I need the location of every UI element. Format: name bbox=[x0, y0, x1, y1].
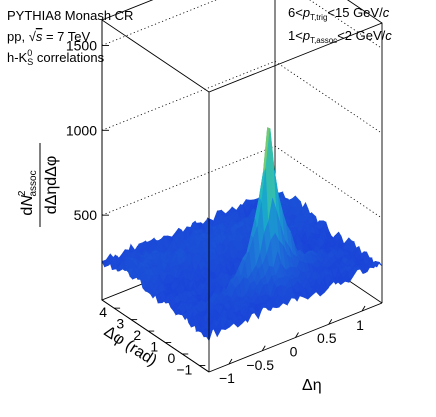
y-tick-label: 0 bbox=[167, 350, 175, 366]
x-tick bbox=[295, 332, 299, 338]
x-tick-label: −0.5 bbox=[246, 357, 274, 373]
y-tick-label: 3 bbox=[116, 316, 124, 332]
annotation-collision-system: pp, √s = 7 TeV bbox=[7, 29, 90, 44]
x-tick bbox=[228, 358, 233, 365]
z-gridline-1 bbox=[101, 60, 383, 134]
x-tick bbox=[361, 305, 366, 312]
annotation-assoc-pt: 1<pT,assoc<2 GeV/c bbox=[288, 28, 392, 45]
y-tick-label: 2 bbox=[133, 327, 141, 343]
y-tick-label: 1 bbox=[150, 339, 158, 355]
annotation-generator: PYTHIA8 Monash CR bbox=[7, 8, 133, 23]
svg-text:dΔηdΔφ: dΔηdΔφ bbox=[43, 156, 60, 214]
front-frame bbox=[101, 19, 383, 372]
z-axis-label: dN2assoc dΔηdΔφ bbox=[17, 143, 60, 227]
surface-plot bbox=[101, 127, 383, 342]
x-tick-label: 0 bbox=[290, 344, 298, 360]
z-tick-label: 1000 bbox=[66, 122, 97, 138]
surface-cell bbox=[375, 261, 383, 267]
z-tick-label: 500 bbox=[74, 207, 98, 223]
annotation-correlation: h-K0 S correlations bbox=[7, 48, 105, 67]
sqrt-sign: √ bbox=[29, 29, 37, 44]
annotation-trigger-pt: 6<pT,trig<15 GeV/c bbox=[288, 5, 390, 22]
surface-cell bbox=[214, 328, 222, 338]
z-tick-label: 1500 bbox=[66, 37, 97, 53]
y-tick-label: 4 bbox=[99, 304, 107, 320]
x-tick bbox=[328, 318, 333, 325]
svg-text:dN2assoc: dN2assoc bbox=[17, 170, 39, 215]
x-tick-label: 1 bbox=[356, 317, 364, 333]
x-tick-label: −1 bbox=[219, 370, 235, 386]
y-tick-label: −1 bbox=[176, 361, 192, 377]
y-axis-line bbox=[101, 299, 210, 373]
x-tick-label: 0.5 bbox=[317, 330, 337, 346]
x-tick bbox=[261, 345, 266, 352]
x-axis-label: Δη bbox=[302, 377, 322, 394]
z-gridline-0 bbox=[101, 145, 383, 219]
